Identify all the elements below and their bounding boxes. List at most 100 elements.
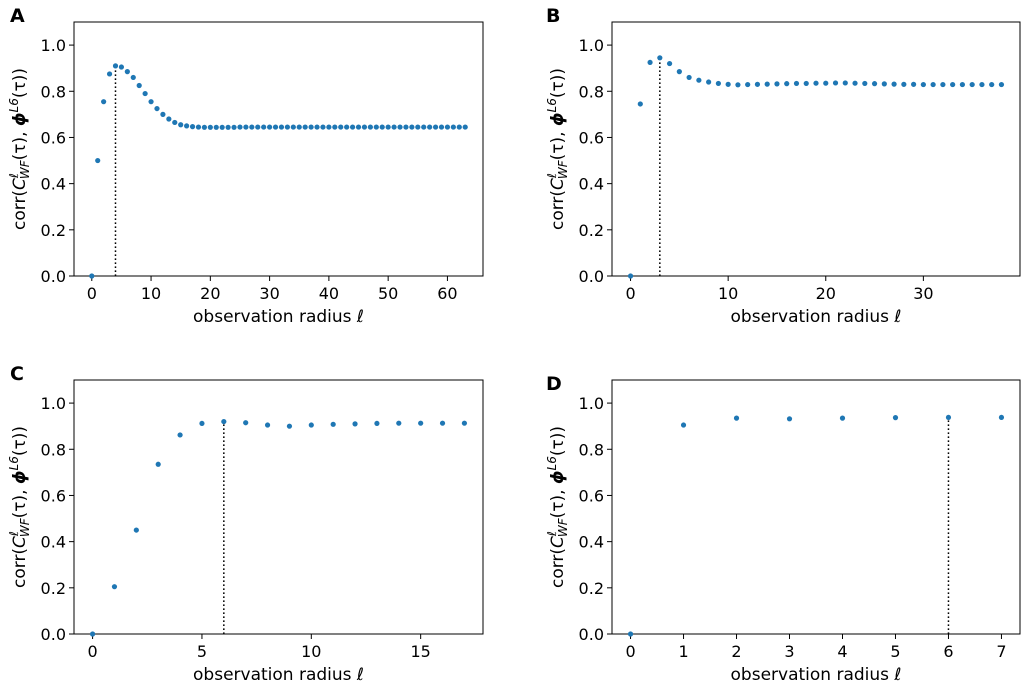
- y-tick-label-b: 0.4: [579, 175, 604, 194]
- data-point-c: [439, 420, 446, 426]
- data-point-a: [118, 64, 125, 70]
- axes-frame-b: [611, 21, 1021, 277]
- y-axis-label-part-b: ℓ: [545, 173, 559, 179]
- data-point-b: [969, 81, 975, 88]
- data-point-d: [627, 631, 634, 637]
- data-point-b: [686, 74, 692, 81]
- data-point-b: [725, 81, 731, 87]
- data-point-a: [320, 124, 326, 130]
- y-tick-label-c: 0.8: [41, 440, 66, 459]
- x-axis-label-c: observation radius ℓ: [193, 665, 364, 685]
- data-point-d: [680, 422, 687, 428]
- data-point-a: [243, 124, 249, 130]
- x-tick-label-c: 10: [301, 642, 321, 661]
- x-tick-label-a: 0: [87, 284, 97, 303]
- y-axis-label-part-b: ϕ: [548, 112, 568, 126]
- plot-area-b: 0 10 20 30 0.0 0.2 0.4 0.6 0.8 1.0 observation rad…: [545, 21, 1021, 327]
- y-axis-label-part-a: (τ)): [10, 68, 30, 98]
- data-point-a: [189, 124, 196, 130]
- data-point-a: [284, 124, 290, 130]
- data-point-b: [803, 80, 809, 87]
- data-point-a: [462, 124, 468, 130]
- panel-label-b: B: [546, 5, 560, 27]
- y-tick-label-a: 0.0: [41, 267, 66, 286]
- y-axis-label-d: corr(CℓWF(τ), ϕL6(τ)): [545, 426, 570, 588]
- y-tick-label-d: 0.4: [579, 533, 604, 552]
- y-axis-label-part-d: (τ)): [548, 426, 568, 456]
- panel-label-a: A: [10, 5, 25, 27]
- y-axis-label-part-d: (τ),: [548, 484, 568, 518]
- data-point-a: [355, 124, 362, 130]
- x-tick-label-d: 2: [731, 642, 741, 661]
- data-point-c: [111, 584, 118, 590]
- data-point-a: [326, 124, 332, 130]
- x-tick-label-d: 4: [837, 642, 847, 661]
- data-point-b: [764, 81, 770, 87]
- data-point-a: [142, 90, 148, 97]
- y-axis-label-part-a: ℓ: [7, 173, 21, 179]
- data-point-a: [278, 124, 285, 130]
- y-axis-label-part-a: L6: [7, 98, 21, 113]
- data-point-a: [332, 124, 338, 130]
- data-point-b: [793, 80, 800, 87]
- data-point-a: [379, 124, 385, 130]
- axes-frame-d: [611, 379, 1021, 635]
- x-tick-label-d: 3: [784, 642, 794, 661]
- data-point-a: [450, 124, 456, 130]
- y-axis-label-part-c: WF: [18, 517, 32, 537]
- data-point-b: [813, 80, 819, 86]
- data-point-a: [272, 124, 279, 130]
- data-point-c: [243, 420, 249, 426]
- data-point-d: [839, 415, 846, 421]
- axes-frame-c: [73, 379, 484, 635]
- data-point-a: [184, 123, 190, 129]
- y-tick-label-c: 0.0: [41, 625, 66, 644]
- data-point-a: [290, 124, 296, 130]
- data-point-a: [106, 71, 113, 77]
- x-axis-label-a: observation radius ℓ: [193, 307, 364, 327]
- data-point-a: [255, 124, 261, 130]
- x-tick-label-d: 5: [890, 642, 900, 661]
- data-point-a: [385, 124, 391, 130]
- x-tick-label-a: 30: [259, 284, 279, 303]
- data-point-c: [286, 423, 293, 429]
- data-point-b: [823, 80, 829, 86]
- data-point-b: [774, 81, 780, 87]
- data-point-d: [733, 415, 740, 421]
- data-point-b: [891, 81, 897, 87]
- data-point-b: [911, 81, 917, 87]
- data-point-a: [136, 82, 142, 89]
- data-point-b: [706, 79, 712, 85]
- data-point-a: [148, 99, 154, 105]
- data-point-a: [201, 124, 208, 130]
- data-point-a: [112, 63, 119, 69]
- y-axis-label-part-d: C: [548, 536, 568, 548]
- data-point-b: [832, 80, 839, 86]
- y-tick-label-b: 1.0: [579, 36, 604, 55]
- data-point-a: [344, 124, 350, 130]
- data-point-a: [373, 124, 379, 130]
- data-point-c: [199, 420, 205, 427]
- plot-area-c: 0 5 10 15 0.0 0.2 0.4 0.6 0.8 1.0 observation radi…: [7, 379, 484, 685]
- data-point-b: [627, 273, 634, 279]
- data-point-a: [166, 116, 172, 122]
- y-axis-label-part-d: ℓ: [545, 531, 559, 537]
- data-point-c: [221, 418, 227, 425]
- data-point-b: [871, 81, 878, 87]
- data-point-a: [415, 124, 421, 130]
- y-axis-label-part-b: (τ)): [548, 68, 568, 98]
- data-point-d: [892, 415, 899, 421]
- y-axis-label-part-b: L6: [545, 98, 559, 113]
- data-point-b: [920, 81, 926, 88]
- data-point-a: [367, 124, 373, 130]
- x-tick-label-b: 20: [816, 284, 836, 303]
- data-point-c: [155, 461, 161, 467]
- x-tick-label-a: 60: [437, 284, 457, 303]
- data-point-a: [409, 124, 415, 130]
- data-point-b: [862, 80, 868, 87]
- panel-d: D 0 1 2 3 4 5 6 7 0.0 0.2 0.4 0.6 0.8 1.0 observation …: [545, 373, 1021, 685]
- data-point-a: [427, 124, 433, 130]
- x-tick-label-a: 20: [200, 284, 220, 303]
- data-point-b: [637, 101, 643, 107]
